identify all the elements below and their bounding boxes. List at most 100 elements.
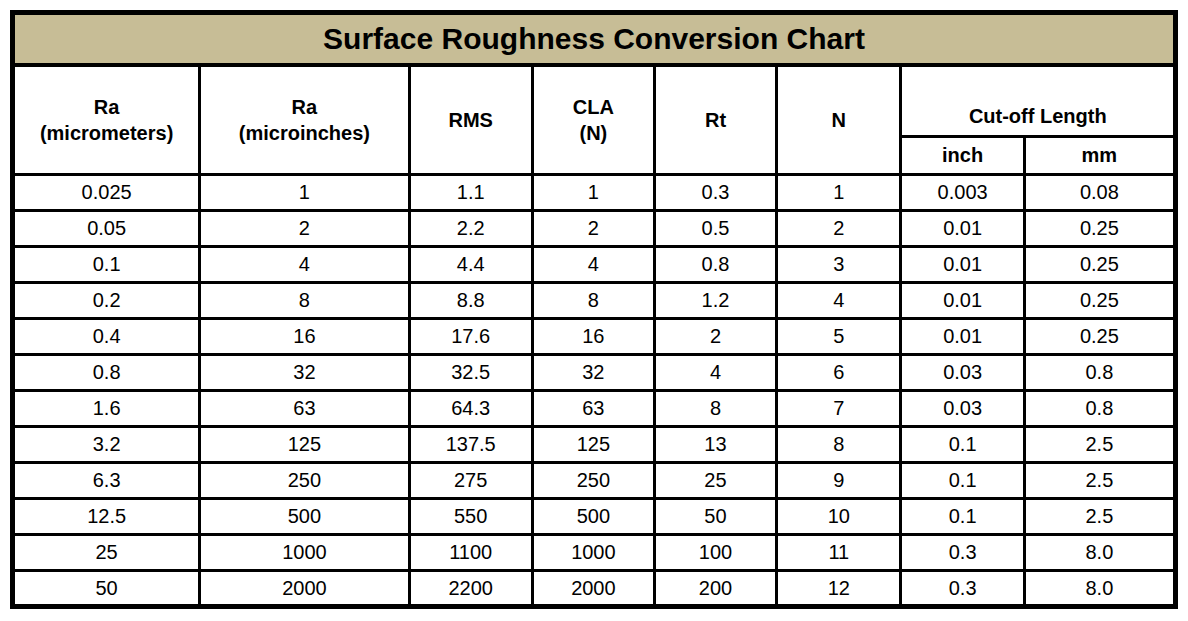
header-label-line: (micrometers) [16,120,197,146]
table-row: 0.288.881.240.010.25 [13,283,1176,319]
column-header-cla-n: CLA (N) [532,65,654,175]
table-cell: 0.003 [901,175,1024,211]
table-cell: 10 [777,499,901,535]
table-cell: 12.5 [13,499,200,535]
table-cell: 0.01 [901,247,1024,283]
table-cell: 2 [654,319,776,355]
table-cell: 0.01 [901,319,1024,355]
table-cell: 16 [532,319,654,355]
table-row: 3.2125137.51251380.12.5 [13,427,1176,463]
table-cell: 3.2 [13,427,200,463]
header-label-line: Ra [202,94,406,120]
table-cell: 250 [200,463,409,499]
table-cell: 275 [409,463,532,499]
table-cell: 0.01 [901,211,1024,247]
table-row: 0.144.440.830.010.25 [13,247,1176,283]
table-cell: 9 [777,463,901,499]
table-cell: 0.2 [13,283,200,319]
table-row: 0.83232.532460.030.8 [13,355,1176,391]
table-cell: 125 [200,427,409,463]
table-cell: 6 [777,355,901,391]
table-cell: 2 [200,211,409,247]
table-cell: 3 [777,247,901,283]
table-cell: 2.5 [1024,427,1175,463]
table-cell: 250 [532,463,654,499]
column-group-header-cutoff-length: Cut-off Length [901,65,1176,137]
table-cell: 0.3 [901,535,1024,571]
table-cell: 2 [532,211,654,247]
table-cell: 4 [777,283,901,319]
table-cell: 0.1 [901,463,1024,499]
header-label-line: (N) [535,120,652,146]
table-cell: 0.3 [901,571,1024,607]
table-row: 50200022002000200120.38.0 [13,571,1176,607]
table-cell: 32 [532,355,654,391]
table-cell: 8 [777,427,901,463]
table-cell: 1.1 [409,175,532,211]
table-cell: 1000 [200,535,409,571]
table-cell: 0.1 [901,499,1024,535]
table-cell: 4 [532,247,654,283]
table-cell: 137.5 [409,427,532,463]
header-label-line: (microinches) [202,120,406,146]
table-cell: 0.05 [13,211,200,247]
table-cell: 2.2 [409,211,532,247]
table-cell: 8.0 [1024,571,1175,607]
table-cell: 0.25 [1024,247,1175,283]
table-cell: 1 [200,175,409,211]
table-cell: 8 [654,391,776,427]
table-cell: 0.8 [1024,355,1175,391]
table-cell: 0.25 [1024,283,1175,319]
table-cell: 11 [777,535,901,571]
table-cell: 0.1 [901,427,1024,463]
table-cell: 1 [532,175,654,211]
table-cell: 0.8 [1024,391,1175,427]
table-cell: 0.25 [1024,319,1175,355]
table-cell: 0.4 [13,319,200,355]
table-cell: 8.0 [1024,535,1175,571]
table-cell: 12 [777,571,901,607]
table-cell: 1.6 [13,391,200,427]
table-cell: 50 [654,499,776,535]
page-title: Surface Roughness Conversion Chart [13,13,1176,65]
table-cell: 1100 [409,535,532,571]
column-header-ra-micrometers: Ra (micrometers) [13,65,200,175]
table-cell: 500 [532,499,654,535]
table-cell: 0.01 [901,283,1024,319]
table-cell: 25 [13,535,200,571]
table-cell: 0.03 [901,355,1024,391]
table-cell: 7 [777,391,901,427]
table-cell: 4 [654,355,776,391]
table-cell: 125 [532,427,654,463]
table-cell: 6.3 [13,463,200,499]
table-row: 25100011001000100110.38.0 [13,535,1176,571]
table-cell: 2 [777,211,901,247]
table-cell: 0.8 [13,355,200,391]
table-cell: 0.025 [13,175,200,211]
column-header-rms: RMS [409,65,532,175]
table-cell: 1 [777,175,901,211]
table-cell: 25 [654,463,776,499]
table-cell: 63 [200,391,409,427]
table-cell: 0.25 [1024,211,1175,247]
table-cell: 500 [200,499,409,535]
column-header-ra-microinches: Ra (microinches) [200,65,409,175]
header-label-line: CLA [535,94,652,120]
table-cell: 32.5 [409,355,532,391]
table-cell: 32 [200,355,409,391]
title-row: Surface Roughness Conversion Chart [13,13,1176,65]
column-header-rt: Rt [654,65,776,175]
page: Surface Roughness Conversion Chart Ra (m… [0,0,1188,621]
table-cell: 8 [532,283,654,319]
table-cell: 0.5 [654,211,776,247]
table-cell: 2.5 [1024,463,1175,499]
table-cell: 4.4 [409,247,532,283]
table-cell: 100 [654,535,776,571]
table-row: 1.66364.363870.030.8 [13,391,1176,427]
table-row: 0.02511.110.310.0030.08 [13,175,1176,211]
table-cell: 550 [409,499,532,535]
header-row-main: Ra (micrometers) Ra (microinches) RMS CL… [13,65,1176,137]
table-cell: 2000 [532,571,654,607]
table-cell: 50 [13,571,200,607]
table-cell: 64.3 [409,391,532,427]
